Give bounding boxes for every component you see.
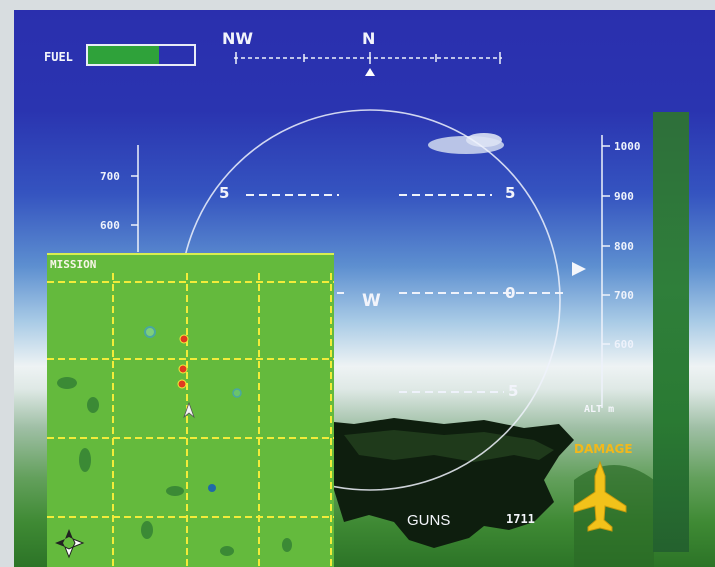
altitude-label-right: 900 bbox=[614, 190, 634, 203]
fuel-label: FUEL bbox=[44, 50, 73, 64]
enemy-marker[interactable] bbox=[179, 334, 189, 344]
map-forest-patch bbox=[87, 397, 99, 413]
altitude-label-left: 700 bbox=[100, 170, 120, 183]
pitch-label: 5 bbox=[505, 184, 516, 202]
map-forest-patch bbox=[141, 521, 153, 539]
pitch-label: 5 bbox=[219, 184, 230, 202]
pitch-label: 0 bbox=[505, 284, 516, 302]
aircraft-damage-icon bbox=[573, 460, 627, 532]
altitude-unit-label: ALT m bbox=[584, 404, 615, 415]
map-marker bbox=[232, 388, 242, 398]
player-aircraft-icon bbox=[183, 401, 195, 419]
damage-label: DAMAGE bbox=[574, 442, 633, 456]
heading-caret-icon bbox=[365, 68, 375, 76]
fuel-gauge bbox=[86, 44, 196, 66]
heading-label-w: W bbox=[362, 291, 381, 311]
map-title: MISSION bbox=[50, 258, 97, 271]
map-forest-patch bbox=[57, 377, 77, 389]
mission-map-grid bbox=[47, 273, 334, 567]
altitude-label-right: 800 bbox=[614, 240, 634, 253]
altitude-label-left: 600 bbox=[100, 219, 120, 232]
enemy-marker[interactable] bbox=[177, 379, 187, 389]
map-forest-patch bbox=[166, 486, 184, 496]
altitude-pointer-icon bbox=[572, 262, 586, 276]
fuel-level-fill bbox=[88, 46, 160, 64]
heading-label-nw: NW bbox=[222, 29, 254, 48]
altitude-label-right: 600 bbox=[614, 338, 634, 351]
map-gridlines bbox=[47, 273, 334, 567]
map-compass-icon bbox=[55, 529, 85, 559]
map-forest-patch bbox=[220, 546, 234, 556]
map-forest-patch bbox=[282, 538, 292, 552]
weapon-label: GUNS bbox=[407, 512, 451, 529]
pitch-label: 5 bbox=[508, 382, 519, 400]
heading-label-n: N bbox=[362, 29, 376, 48]
game-screen: FUEL NW N bbox=[14, 10, 715, 567]
damage-gauge bbox=[653, 112, 689, 552]
map-marker bbox=[208, 484, 216, 492]
ammo-count: 1711 bbox=[506, 512, 535, 526]
mission-map[interactable]: MISSION bbox=[47, 253, 334, 567]
hill bbox=[574, 465, 654, 567]
map-forest-patch bbox=[79, 448, 91, 472]
altitude-label-right: 700 bbox=[614, 289, 634, 302]
cloud bbox=[466, 133, 502, 147]
altitude-label-right: 1000 bbox=[614, 140, 641, 153]
map-marker bbox=[144, 326, 156, 338]
terrain-backdrop bbox=[314, 133, 654, 567]
enemy-marker[interactable] bbox=[178, 364, 188, 374]
